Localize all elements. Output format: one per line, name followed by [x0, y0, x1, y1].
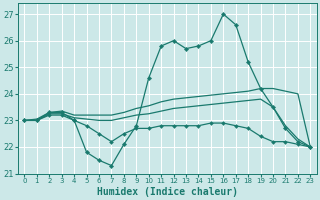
X-axis label: Humidex (Indice chaleur): Humidex (Indice chaleur) — [97, 186, 238, 197]
